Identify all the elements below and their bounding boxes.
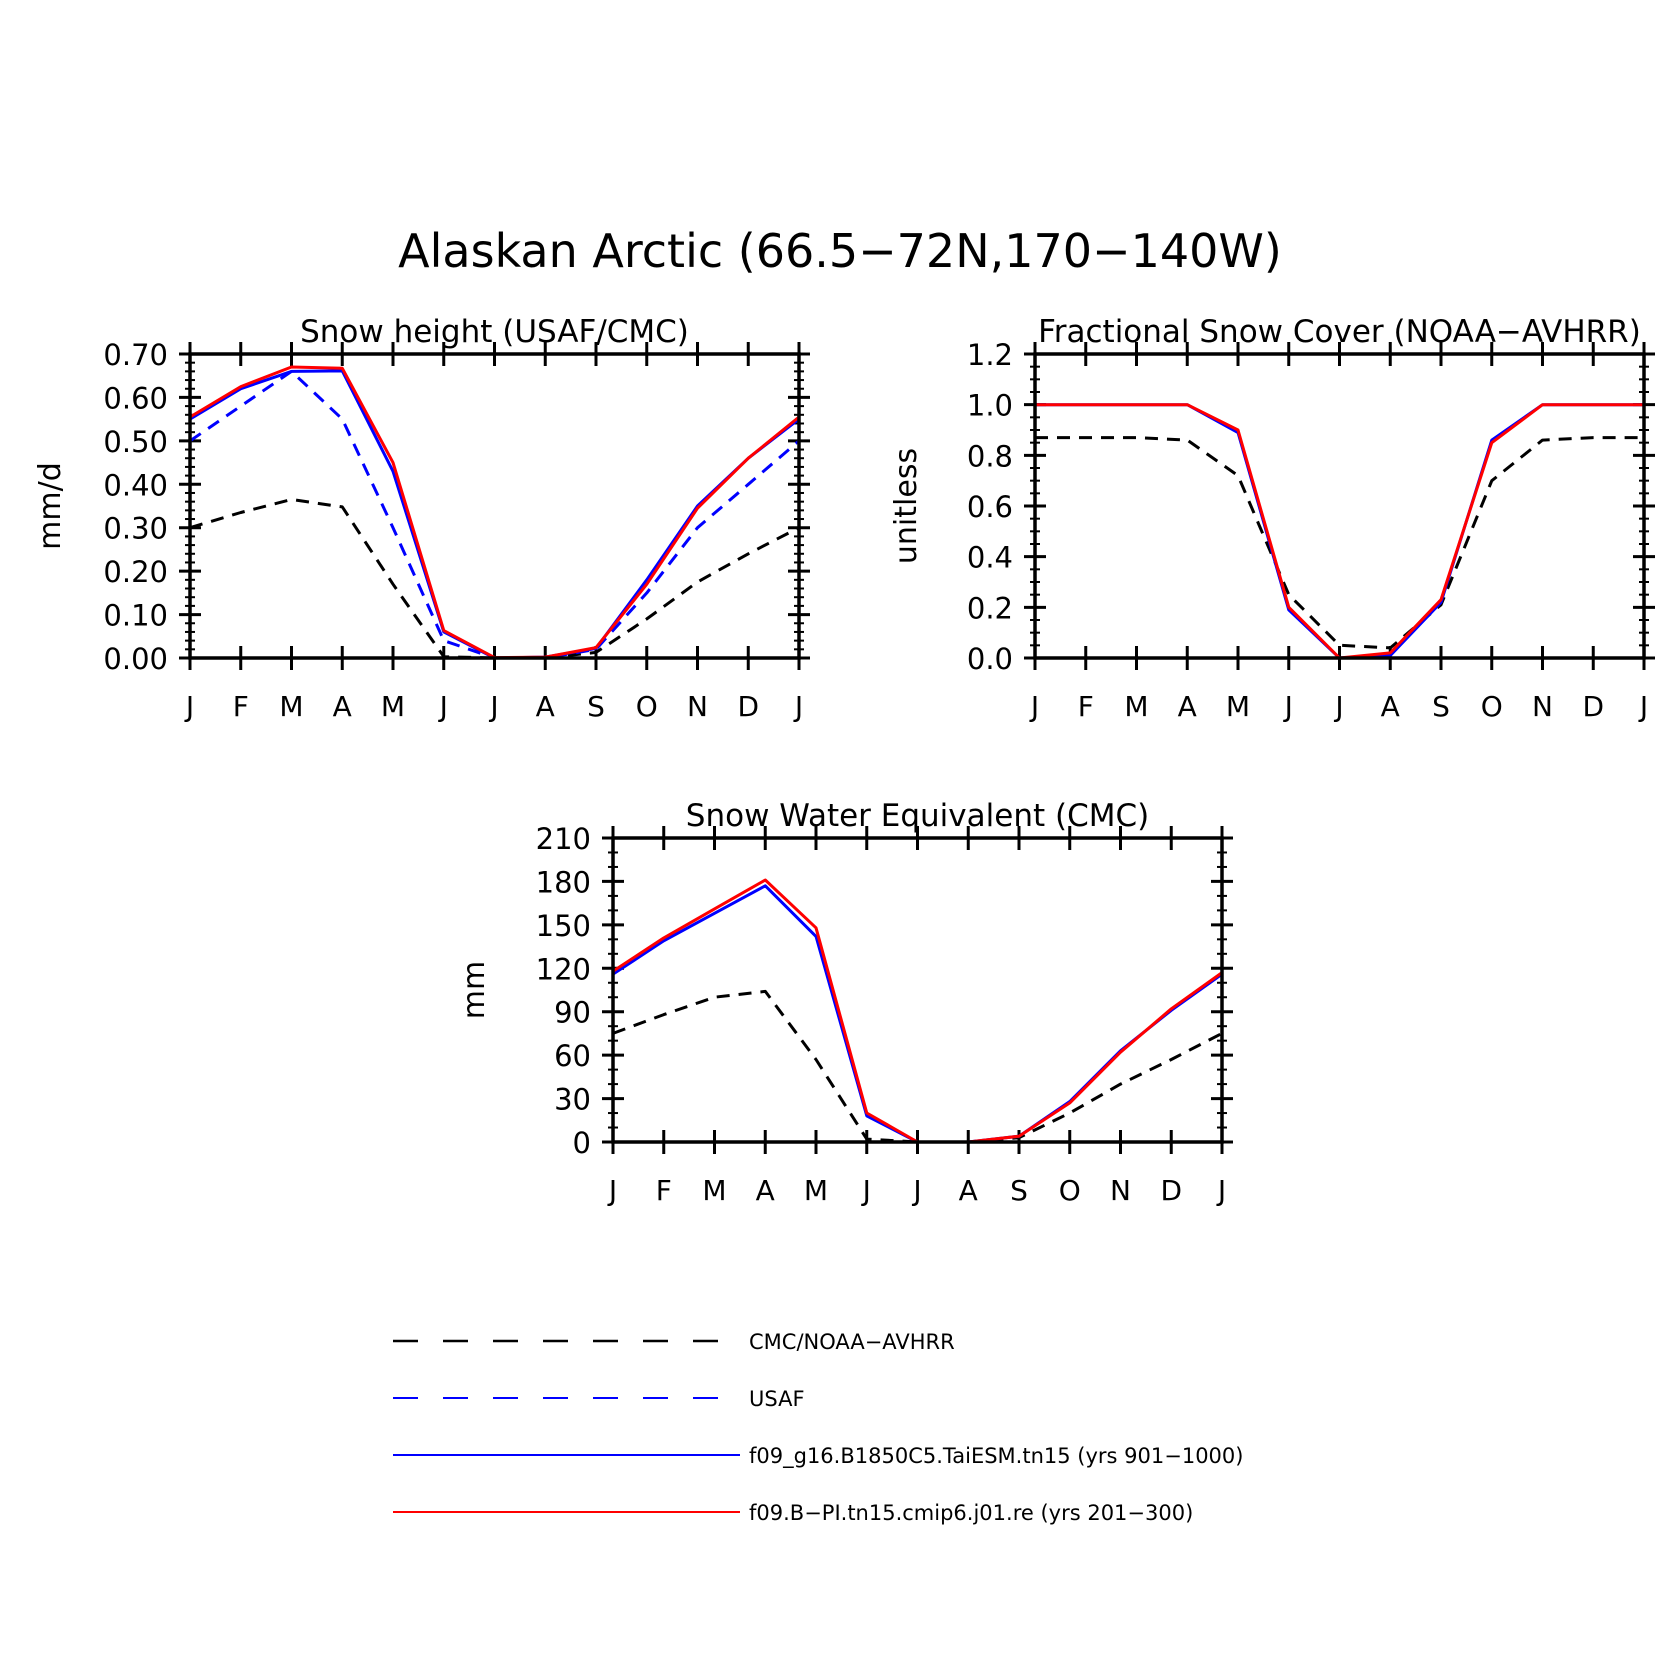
chart-panels: Snow height (USAF/CMC)mm/d0.000.100.200.…	[33, 314, 1655, 1207]
x-tick-label: O	[1059, 1174, 1081, 1207]
x-tick-label: A	[1381, 690, 1400, 723]
y-tick-label: 0.4	[967, 541, 1013, 575]
y-tick-label: 0.8	[967, 439, 1013, 473]
x-tick-label: A	[756, 1174, 775, 1207]
x-tick-label: F	[1078, 690, 1094, 723]
y-tick-label: 0.30	[103, 512, 168, 546]
x-tick-label: N	[687, 690, 708, 723]
legend: CMC/NOAA−AVHRR USAF f09_g16.B1850C5.TaiESM…	[393, 1330, 1243, 1525]
x-tick-label: M	[279, 690, 303, 723]
y-tick-label: 180	[536, 865, 591, 899]
x-tick-label: F	[656, 1174, 672, 1207]
series-line-taiesm	[189, 369, 800, 660]
legend-label-usaf: USAF	[749, 1387, 805, 1411]
series-line-obs	[612, 989, 1223, 1144]
y-tick-label: 60	[554, 1039, 591, 1073]
series-line-cmip6	[189, 365, 800, 660]
x-tick-label: J	[607, 1174, 617, 1207]
series-line-taiesm	[612, 884, 1223, 1144]
y-tick-label: 0.70	[103, 338, 168, 372]
x-tick-label: M	[702, 1174, 726, 1207]
y-tick-label: 0.00	[103, 642, 168, 676]
series-line-obs	[1035, 436, 1644, 650]
y-tick-label: 90	[554, 996, 591, 1030]
y-axis-label: mm/d	[33, 462, 68, 550]
plot-frame	[611, 836, 1224, 1144]
x-tick-label: J	[438, 690, 448, 723]
x-tick-label: D	[1582, 690, 1604, 723]
legend-label-obs: CMC/NOAA−AVHRR	[749, 1330, 955, 1354]
x-tick-label: A	[959, 1174, 978, 1207]
x-tick-label: J	[911, 1174, 921, 1207]
x-tick-label: M	[1226, 690, 1250, 723]
y-tick-label: 30	[554, 1083, 591, 1117]
y-tick-label: 0.2	[967, 591, 1013, 625]
x-tick-label: S	[1010, 1174, 1028, 1207]
y-tick-label: 0.60	[103, 381, 168, 415]
x-tick-label: A	[536, 690, 555, 723]
x-tick-label: M	[381, 690, 405, 723]
series-line-taiesm	[1035, 403, 1644, 660]
x-tick-label: A	[1178, 690, 1197, 723]
x-tick-label: J	[184, 690, 194, 723]
x-tick-label: J	[1333, 690, 1343, 723]
x-tick-label: J	[1216, 1174, 1226, 1207]
y-tick-label: 0.0	[967, 642, 1013, 676]
y-tick-label: 210	[536, 822, 591, 856]
x-tick-label: O	[1481, 690, 1503, 723]
figure-title: Alaskan Arctic (66.5−72N,170−140W)	[398, 224, 1282, 278]
x-tick-label: S	[1432, 690, 1450, 723]
x-tick-label: F	[233, 690, 249, 723]
x-tick-label: J	[1029, 690, 1039, 723]
y-tick-label: 0.20	[103, 555, 168, 589]
y-tick-label: 0	[573, 1126, 591, 1160]
plot-frame	[188, 352, 801, 660]
y-axis-label: unitless	[889, 448, 924, 564]
y-tick-label: 120	[536, 952, 591, 986]
x-tick-label: O	[636, 690, 658, 723]
x-tick-label: S	[587, 690, 605, 723]
series-line-usaf	[189, 369, 800, 660]
series-line-obs	[189, 498, 800, 660]
y-tick-label: 150	[536, 909, 591, 943]
plot-frame	[1033, 352, 1646, 660]
series-line-cmip6	[1035, 403, 1644, 660]
x-tick-label: J	[793, 690, 803, 723]
legend-label-taiesm: f09_g16.B1850C5.TaiESM.tn15 (yrs 901−100…	[749, 1444, 1243, 1469]
x-tick-label: N	[1532, 690, 1553, 723]
x-tick-label: J	[1638, 690, 1648, 723]
legend-label-cmip6: f09.B−PI.tn15.cmip6.j01.re (yrs 201−300)	[749, 1501, 1193, 1525]
x-tick-label: M	[804, 1174, 828, 1207]
y-tick-label: 1.2	[967, 338, 1013, 372]
y-tick-label: 0.10	[103, 599, 168, 633]
chart-panel-2: Fractional Snow Cover (NOAA−AVHRR)unitle…	[889, 314, 1655, 723]
x-tick-label: J	[488, 690, 498, 723]
x-tick-label: D	[1160, 1174, 1182, 1207]
y-tick-label: 0.40	[103, 468, 168, 502]
x-tick-label: N	[1110, 1174, 1131, 1207]
x-tick-label: J	[1283, 690, 1293, 723]
y-tick-label: 1.0	[967, 389, 1013, 423]
x-tick-label: D	[737, 690, 759, 723]
chart-panel-3: Snow Water Equivalent (CMC)mm03060901201…	[457, 798, 1233, 1207]
y-tick-label: 0.6	[967, 490, 1013, 524]
y-tick-label: 0.50	[103, 425, 168, 459]
chart-panel-1: Snow height (USAF/CMC)mm/d0.000.100.200.…	[33, 314, 810, 723]
x-tick-label: M	[1124, 690, 1148, 723]
x-tick-label: A	[333, 690, 352, 723]
y-axis-label: mm	[457, 961, 492, 1019]
x-tick-label: J	[861, 1174, 871, 1207]
